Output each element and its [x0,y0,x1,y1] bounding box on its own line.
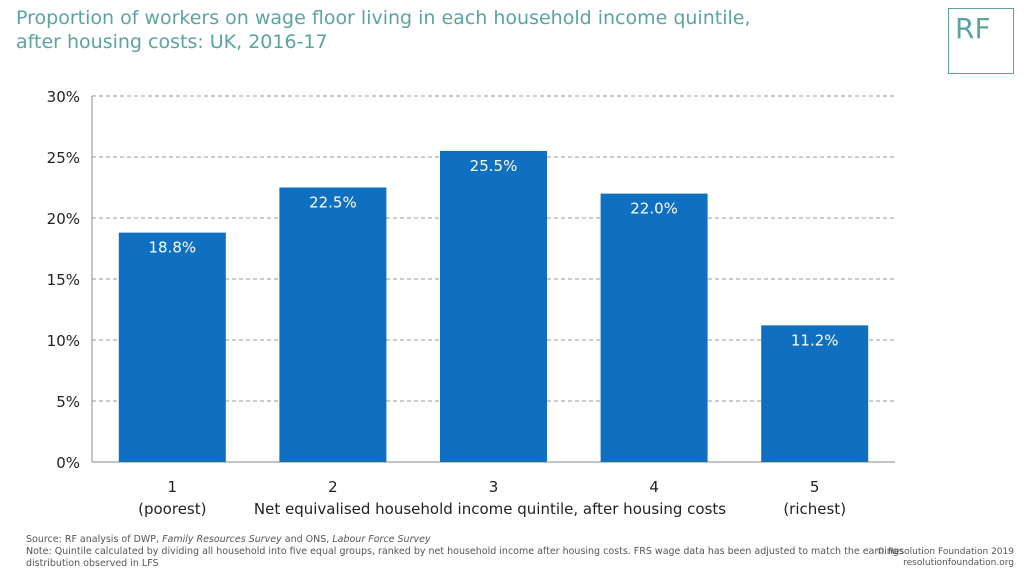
bar-3 [440,150,547,462]
chart-title: Proportion of workers on wage floor livi… [16,6,916,54]
y-tick-label: 0% [56,454,80,472]
bar-2 [279,187,387,462]
bars [118,150,869,462]
bar-chart: 0% 5% 10% 15% 20% 25% 30% 1 (poorest) 2 3 4 5 (riche… [47,88,895,518]
bar-1 [118,232,226,462]
data-label-4: 22.0% [630,200,678,218]
y-tick-label: 10% [47,332,80,350]
source-note: Source: RF analysis of DWP, Family Resou… [26,534,906,570]
bar-5 [761,325,869,462]
y-tick-label: 15% [47,271,80,289]
bar-4 [600,193,708,462]
x-tick-label: 2 [328,478,338,496]
y-axis-tick-labels: 0% 5% 10% 15% 20% 25% 30% [47,88,80,472]
x-tick-label: 5 [810,478,820,496]
copyright: © Resolution Foundation 2019 resolutionf… [876,547,1014,569]
source-lfs: Labour Force Survey [332,534,431,545]
copyright-line-1: © Resolution Foundation 2019 [876,547,1014,557]
rf-logo-text: RF [955,12,991,45]
chart-title-line-2: after housing costs: UK, 2016-17 [16,31,328,53]
rf-logo: RF [948,8,1014,74]
data-label-5: 11.2% [791,331,839,349]
data-label-3: 25.5% [470,157,518,175]
data-labels: 18.8% 22.5% 25.5% 22.0% 11.2% [148,157,838,349]
x-tick-label: 4 [649,478,659,496]
y-tick-label: 30% [47,88,80,106]
x-axis-label: Net equivalised household income quintil… [254,500,726,518]
data-label-1: 18.8% [148,239,196,257]
source-frs: Family Resources Survey [162,534,282,545]
source-prefix: Source: RF analysis of DWP, [26,534,163,545]
x-tick-label: 3 [489,478,499,496]
source-mid: and ONS, [281,534,333,545]
note-line: Note: Quintile calculated by dividing al… [26,546,904,569]
x-tick-label: 1 [168,478,178,496]
data-label-2: 22.5% [309,194,357,212]
y-tick-label: 20% [47,210,80,228]
x-tick-sublabel: (poorest) [138,500,206,518]
copyright-line-2: resolutionfoundation.org [903,558,1014,568]
source-line: Source: RF analysis of DWP, Family Resou… [26,534,906,546]
x-axis-tick-labels: 1 (poorest) 2 3 4 5 (richest) [138,478,846,518]
chart-title-line-1: Proportion of workers on wage floor livi… [16,7,751,29]
x-tick-sublabel: (richest) [783,500,846,518]
y-tick-label: 25% [47,149,80,167]
y-tick-label: 5% [56,393,80,411]
